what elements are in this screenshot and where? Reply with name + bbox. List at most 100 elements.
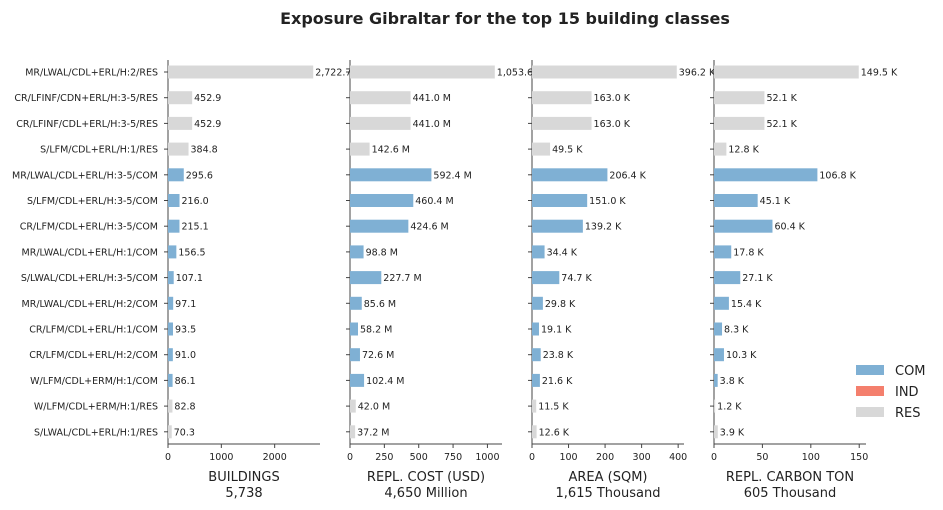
x-tick-label: 100: [559, 452, 577, 463]
bar: [168, 168, 184, 182]
bar: [350, 296, 362, 310]
bar: [714, 399, 716, 413]
data-label: 452.9: [194, 119, 221, 130]
bar: [168, 65, 314, 79]
bar: [350, 373, 365, 387]
data-label: 206.4 K: [609, 170, 646, 181]
category-label: CR/LFINF/CDN+ERL/H:3-5/RES: [14, 93, 158, 104]
data-label: 97.1: [175, 299, 196, 310]
bar: [532, 425, 537, 439]
bar: [168, 373, 173, 387]
bar: [714, 296, 729, 310]
panels: 2,722.7 452.9 452.9 384.8 295.6 216.0 215.1 156…: [164, 60, 898, 501]
data-label: 52.1 K: [766, 119, 797, 130]
x-tick-label: 250: [375, 452, 393, 463]
panel-3: 396.2 K 163.0 K 163.0 K 49.5 K 206.4 K 151.0 …: [528, 60, 716, 501]
bar: [350, 116, 411, 130]
data-label: 151.0 K: [589, 196, 626, 207]
data-label: 106.8 K: [819, 170, 856, 181]
x-tick-label: 750: [444, 452, 462, 463]
bar: [350, 219, 409, 233]
data-label: 85.6 M: [364, 299, 396, 310]
data-label: 396.2 K: [679, 68, 716, 79]
data-label: 3.9 K: [720, 427, 745, 438]
data-label: 227.7 M: [383, 273, 421, 284]
category-label: W/LFM/CDL+ERM/H:1/RES: [34, 402, 158, 413]
data-label: 74.7 K: [561, 273, 592, 284]
category-label: MR/LWAL/CDL+ERL/H:1/COM: [22, 247, 158, 258]
bar: [350, 142, 370, 156]
panel-total: 5,738: [225, 486, 262, 501]
x-tick-label: 300: [633, 452, 651, 463]
bar: [714, 245, 732, 259]
data-label: 452.9: [194, 93, 221, 104]
data-label: 17.8 K: [733, 247, 764, 258]
data-label: 441.0 M: [413, 119, 451, 130]
data-label: 1.2 K: [717, 402, 742, 413]
bar: [714, 322, 723, 336]
bar: [168, 399, 173, 413]
data-label: 139.2 K: [585, 222, 622, 233]
data-label: 19.1 K: [541, 325, 572, 336]
legend-label: IND: [895, 385, 919, 400]
data-label: 149.5 K: [861, 68, 898, 79]
data-label: 23.8 K: [543, 350, 574, 361]
bar: [168, 245, 177, 259]
panel-4: 149.5 K 52.1 K 52.1 K 12.8 K 106.8 K 45.1 K 60…: [710, 60, 898, 501]
data-label: 45.1 K: [760, 196, 791, 207]
data-label: 1,053.6: [497, 68, 533, 79]
bar: [532, 65, 677, 79]
bar: [532, 245, 545, 259]
bar: [532, 142, 551, 156]
bar: [350, 91, 411, 105]
bar: [168, 348, 173, 362]
bar: [532, 399, 537, 413]
category-label: MR/LWAL/CDL+ERL/H:2/RES: [25, 68, 158, 79]
data-label: 29.8 K: [545, 299, 576, 310]
x-axis-label: BUILDINGS: [208, 470, 279, 485]
bar: [714, 425, 718, 439]
category-labels: MR/LWAL/CDL+ERL/H:2/RES CR/LFINF/CDN+ERL/…: [12, 68, 158, 439]
data-label: 60.4 K: [774, 222, 805, 233]
x-axis-label: AREA (SQM): [568, 470, 647, 485]
bar: [714, 168, 818, 182]
category-label: W/LFM/CDL+ERM/H:1/COM: [30, 376, 158, 387]
data-label: 34.4 K: [547, 247, 578, 258]
data-label: 27.1 K: [742, 273, 773, 284]
data-label: 163.0 K: [594, 93, 631, 104]
panel-total: 1,615 Thousand: [556, 486, 661, 501]
data-label: 72.6 M: [362, 350, 394, 361]
data-label: 441.0 M: [413, 93, 451, 104]
bar: [532, 194, 588, 207]
x-tick-label: 200: [596, 452, 614, 463]
bar: [168, 116, 193, 130]
bar: [350, 168, 432, 182]
x-axis-label: REPL. COST (USD): [367, 470, 485, 485]
x-tick-label: 150: [850, 452, 868, 463]
chart-title: Exposure Gibraltar for the top 15 buildi…: [280, 9, 730, 28]
panel-total: 4,650 Million: [384, 486, 467, 501]
category-label: CR/LFM/CDL+ERL/H:2/COM: [29, 350, 158, 361]
bar: [168, 194, 180, 207]
category-label: S/LFM/CDL+ERL/H:1/RES: [40, 145, 158, 156]
bar: [532, 373, 540, 387]
data-label: 3.8 K: [720, 376, 745, 387]
bar: [714, 219, 773, 233]
data-label: 12.8 K: [728, 145, 759, 156]
data-label: 91.0: [175, 350, 196, 361]
data-label: 156.5: [178, 247, 205, 258]
data-label: 49.5 K: [552, 145, 583, 156]
bar: [350, 194, 414, 207]
x-tick-label: 0: [711, 452, 717, 463]
bar: [532, 116, 592, 130]
panel-2: 1,053.6 441.0 M 441.0 M 142.6 M 592.4 M 460.4…: [346, 60, 533, 501]
x-tick-label: 1000: [475, 452, 499, 463]
bar: [168, 271, 174, 285]
bar: [532, 219, 583, 233]
data-label: 11.5 K: [538, 402, 569, 413]
data-label: 52.1 K: [766, 93, 797, 104]
data-label: 15.4 K: [731, 299, 762, 310]
x-tick-label: 2000: [263, 452, 287, 463]
bar: [532, 91, 592, 105]
x-tick-label: 1000: [209, 452, 233, 463]
